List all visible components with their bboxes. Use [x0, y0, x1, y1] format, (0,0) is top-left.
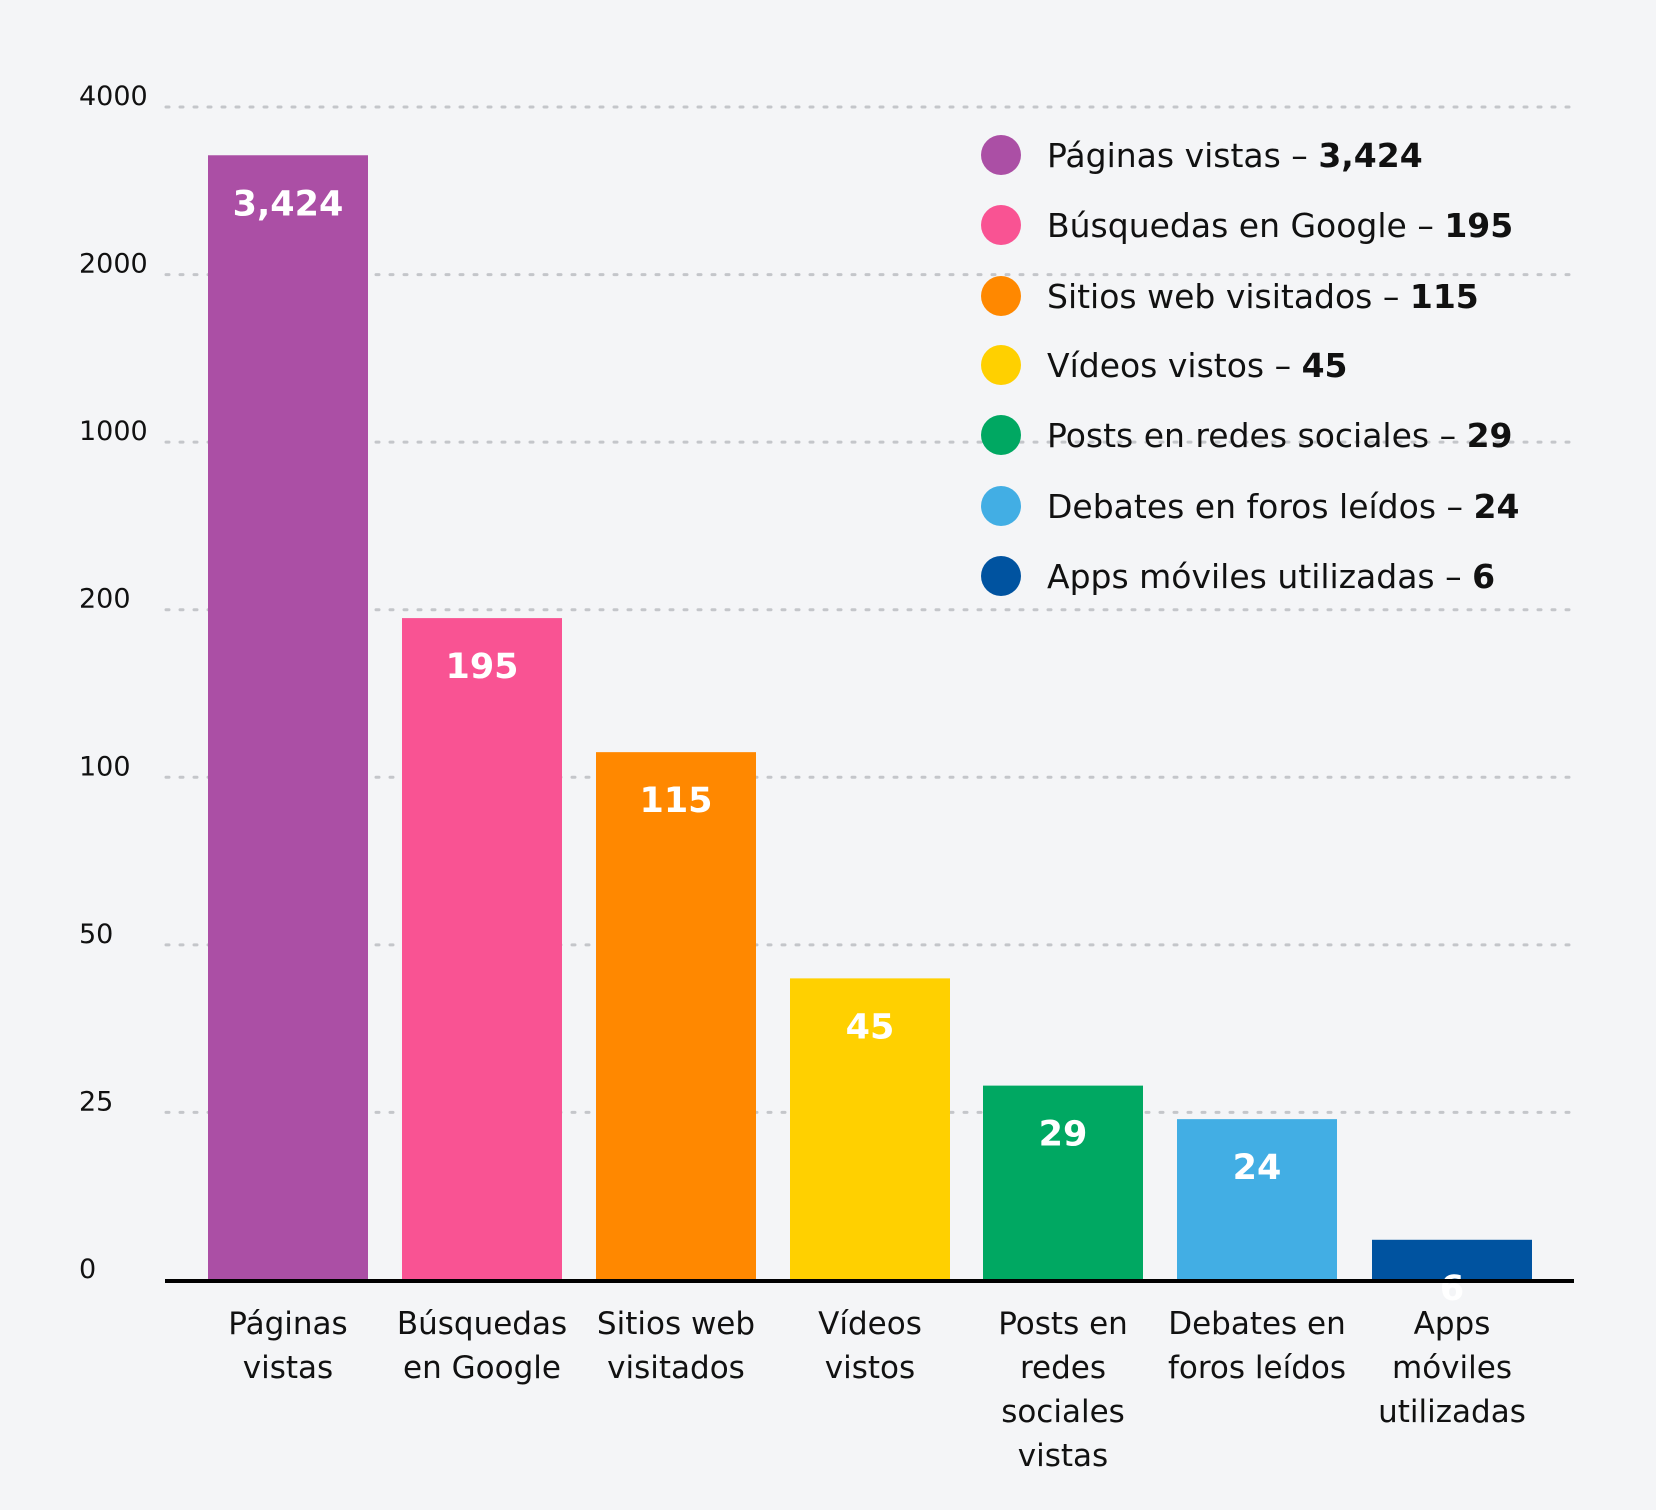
- legend-marker: [981, 276, 1021, 316]
- legend-label: Posts en redes sociales –: [1047, 416, 1467, 455]
- bar-value-label: 3,424: [233, 184, 344, 224]
- legend-label: Búsquedas en Google –: [1047, 206, 1444, 245]
- legend-value: 29: [1467, 416, 1513, 455]
- x-tick-label-line: Búsquedas: [397, 1306, 567, 1342]
- legend-entry: Sitios web visitados – 115: [1047, 277, 1479, 316]
- legend-entry: Apps móviles utilizadas – 6: [1047, 557, 1495, 596]
- legend-entry: Búsquedas en Google – 195: [1047, 206, 1513, 245]
- y-tick-label: 0: [79, 1254, 96, 1285]
- legend-label: Debates en foros leídos –: [1047, 487, 1474, 526]
- bar-value-label: 45: [846, 1007, 895, 1047]
- legend-value: 45: [1302, 346, 1348, 385]
- x-tick-label-line: móviles: [1392, 1350, 1512, 1386]
- bar-value-label: 115: [639, 781, 712, 821]
- legend-label: Apps móviles utilizadas –: [1047, 557, 1472, 596]
- bar: [1372, 1239, 1532, 1280]
- legend-value: 115: [1410, 277, 1479, 316]
- legend-value: 195: [1444, 206, 1513, 245]
- bar-value-label: 29: [1039, 1115, 1088, 1155]
- x-tick-label-line: Sitios web: [597, 1306, 755, 1342]
- x-tick-label-line: vistos: [825, 1350, 915, 1386]
- y-tick-label: 1000: [79, 416, 148, 447]
- y-tick-label: 4000: [79, 81, 148, 112]
- y-tick-label: 200: [79, 584, 131, 615]
- legend-marker: [981, 135, 1021, 175]
- x-tick-label: Sitios web visitados: [597, 1306, 755, 1386]
- x-tick-label: Vídeos vistos: [818, 1306, 922, 1386]
- x-tick-label-line: redes: [1020, 1350, 1106, 1386]
- bar-value-label: 195: [445, 647, 518, 687]
- y-tick-label: 2000: [79, 249, 148, 280]
- y-tick-label: 50: [79, 919, 113, 950]
- x-tick-label-line: visitados: [607, 1350, 745, 1386]
- x-tick-label-line: sociales: [1001, 1394, 1125, 1430]
- legend-label: Vídeos vistos –: [1047, 346, 1302, 385]
- legend-entry: Vídeos vistos – 45: [1047, 346, 1348, 385]
- x-tick-label-line: Posts en: [998, 1306, 1128, 1342]
- bar: [208, 155, 368, 1280]
- y-tick-label: 25: [79, 1086, 113, 1117]
- legend-marker: [981, 345, 1021, 385]
- legend-entry: Debates en foros leídos – 24: [1047, 487, 1519, 526]
- legend-value: 6: [1472, 557, 1495, 596]
- legend-entry: Páginas vistas – 3,424: [1047, 136, 1423, 175]
- x-tick-label-line: foros leídos: [1168, 1350, 1346, 1386]
- x-tick-label-line: utilizadas: [1378, 1394, 1526, 1430]
- legend-value: 3,424: [1318, 136, 1422, 175]
- y-tick-label: 100: [79, 751, 131, 782]
- legend-marker: [981, 205, 1021, 245]
- x-tick-label: Posts en redes sociales vistas: [998, 1306, 1128, 1474]
- x-tick-label: Apps móviles utilizadas: [1378, 1306, 1526, 1430]
- legend-label: Sitios web visitados –: [1047, 277, 1410, 316]
- x-tick-label-line: Debates en: [1168, 1306, 1346, 1342]
- x-tick-label-line: en Google: [403, 1350, 561, 1386]
- legend-marker: [981, 556, 1021, 596]
- x-tick-label-line: Apps: [1414, 1306, 1491, 1342]
- x-tick-label-line: Vídeos: [818, 1306, 922, 1342]
- bar: [596, 752, 756, 1280]
- bar: [1177, 1119, 1337, 1280]
- bar-value-label: 24: [1233, 1148, 1282, 1188]
- x-tick-label-line: vistas: [1018, 1438, 1108, 1474]
- bar: [983, 1085, 1143, 1280]
- x-tick-label: Debates en foros leídos: [1168, 1306, 1346, 1386]
- bar: [790, 978, 950, 1280]
- x-tick-label: Búsquedas en Google: [397, 1306, 567, 1386]
- bar-value-label: 6: [1440, 1269, 1464, 1309]
- x-tick-label-line: Páginas: [228, 1306, 347, 1342]
- legend-marker: [981, 415, 1021, 455]
- legend-label: Páginas vistas –: [1047, 136, 1318, 175]
- legend-marker: [981, 486, 1021, 526]
- x-tick-label: Páginas vistas: [228, 1306, 347, 1386]
- legend-entry: Posts en redes sociales – 29: [1047, 416, 1513, 455]
- legend-value: 24: [1474, 487, 1520, 526]
- x-tick-label-line: vistas: [243, 1350, 333, 1386]
- bar: [402, 618, 562, 1280]
